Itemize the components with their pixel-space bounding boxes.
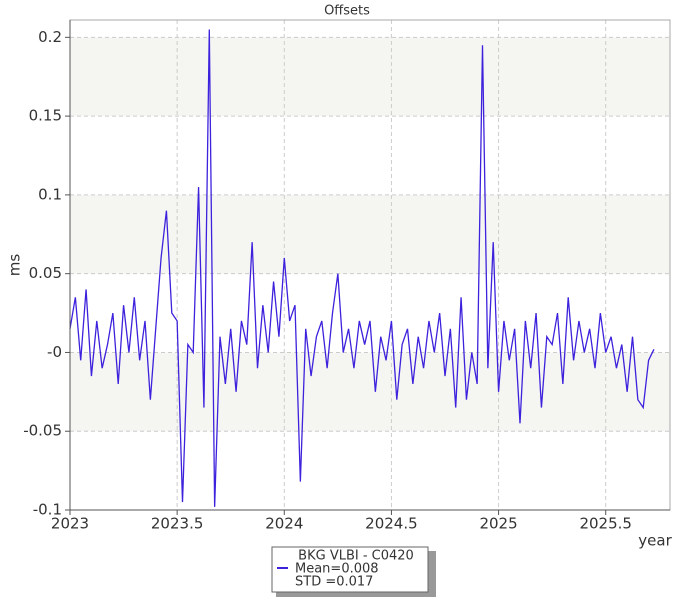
x-tick-label: 2024.5	[365, 515, 418, 533]
y-tick-label: -0	[47, 343, 62, 361]
y-tick-label: 0.15	[29, 107, 62, 125]
data-line	[69, 29, 655, 507]
x-tick-label: 2023	[51, 515, 89, 533]
x-tick-label: 2024	[265, 515, 303, 533]
chart-title: Offsets	[324, 4, 370, 19]
y-tick-label: -0.1	[33, 501, 62, 519]
legend-box	[271, 546, 429, 593]
y-tick-label: -0.05	[23, 422, 62, 440]
y-tick-label: 0.2	[38, 28, 62, 46]
legend-label: BKG VLBI - C0420	[298, 549, 414, 564]
y-tick-label: 0.1	[38, 185, 62, 203]
grid-band	[70, 37, 670, 117]
legend-stat: STD =0.017	[295, 575, 373, 590]
x-axis-label: year	[638, 532, 672, 550]
x-tick-label: 2025	[479, 515, 517, 533]
y-tick-label: 0.05	[29, 264, 62, 282]
grid-band	[70, 352, 670, 432]
grid-band	[70, 194, 670, 274]
x-tick-label: 2025.5	[579, 515, 632, 533]
legend-stat: Mean=0.008	[295, 562, 379, 577]
x-tick-label: 2023.5	[151, 515, 204, 533]
y-axis-label: ms	[6, 254, 24, 277]
